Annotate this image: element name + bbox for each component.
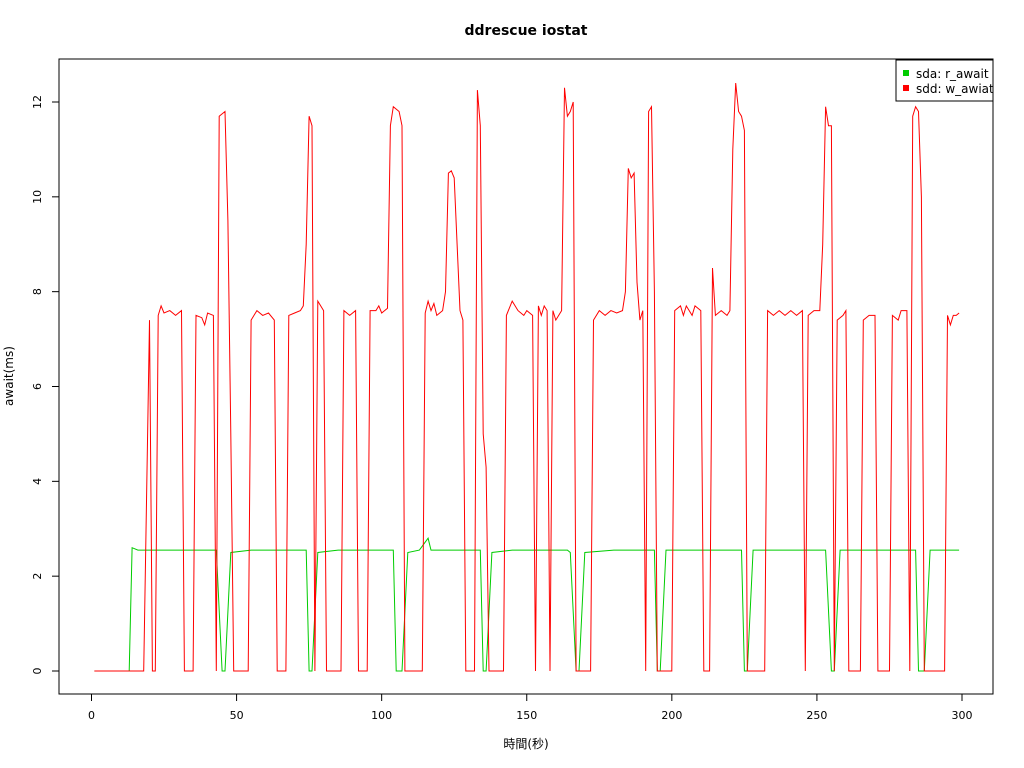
legend-box [895,59,994,102]
legend-swatch-sda [903,70,909,76]
x-tick-label: 150 [516,709,537,722]
x-tick-label: 300 [952,709,973,722]
x-tick-label: 50 [230,709,244,722]
legend-swatch-sdd [903,85,909,91]
chart-title: ddrescue iostat [465,23,588,39]
legend-label-sdd: sdd: w_awiat [916,82,994,96]
y-tick-label: 6 [31,383,44,390]
y-tick-label: 8 [31,288,44,295]
x-tick-label: 250 [806,709,827,722]
series-layer [94,82,960,672]
plot-frame [58,58,994,695]
legend: sda: r_await sdd: w_awiat [895,59,994,102]
x-tick-label: 0 [88,709,95,722]
y-tick-label: 2 [31,573,44,580]
plot-area [58,58,994,695]
x-axis: 0 50 100 150 200 250 300 [88,693,973,722]
x-tick-label: 200 [661,709,682,722]
y-tick-label: 12 [31,95,44,109]
y-axis: 0 2 4 6 8 10 12 [31,95,60,675]
y-axis-title: await(ms) [2,346,16,406]
y-tick-label: 10 [31,190,44,204]
series-line-sdd-w-awiat [94,82,960,672]
x-axis-title: 時間(秒) [503,737,548,751]
y-tick-label: 4 [31,478,44,485]
y-tick-label: 0 [31,668,44,675]
series-line-sda-r-await [94,537,960,672]
legend-label-sda: sda: r_await [916,67,989,81]
x-tick-label: 100 [371,709,392,722]
